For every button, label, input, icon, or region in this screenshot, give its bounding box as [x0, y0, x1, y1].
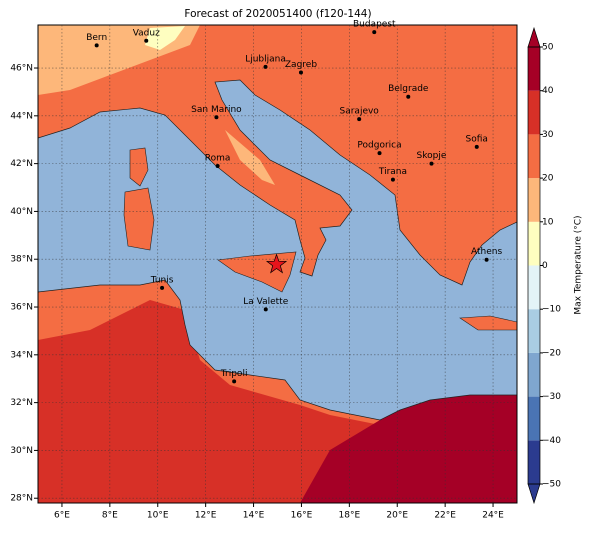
very-hot-region	[300, 380, 517, 503]
x-tick-label: 20°E	[386, 511, 408, 521]
colorbar-tick-label: 50	[542, 43, 554, 53]
colorbar-tick-label: 20	[542, 174, 554, 184]
city-label: Sofia	[466, 134, 488, 144]
sardinia	[123, 187, 155, 251]
colorbar-band	[528, 396, 540, 441]
city-dot	[377, 151, 382, 156]
city-dot	[214, 115, 219, 120]
city-label: Podgorica	[357, 141, 401, 151]
x-tick-label: 18°E	[339, 511, 361, 521]
colorbar-band	[528, 440, 540, 484]
city-dot	[429, 161, 434, 166]
crete	[459, 315, 517, 331]
y-tick-label: 44°N	[10, 111, 33, 121]
colorbar-band	[528, 90, 540, 135]
y-tick-label: 40°N	[10, 207, 33, 217]
city-dot	[390, 177, 395, 182]
colorbar-tick-label: 0	[542, 261, 548, 271]
city-label: Roma	[205, 154, 231, 164]
x-tick-label: 22°E	[434, 511, 456, 521]
x-tick-label: 14°E	[243, 511, 265, 521]
city-label: Tirana	[378, 167, 407, 177]
y-tick-label: 30°N	[10, 446, 33, 456]
city-label: Vaduz	[133, 28, 160, 38]
x-tick-label: 24°E	[482, 511, 504, 521]
y-tick-label: 36°N	[10, 303, 33, 313]
city-label: La Valette	[243, 297, 288, 307]
city-dot	[263, 307, 268, 312]
y-tick-label: 32°N	[10, 398, 33, 408]
x-tick-label: 16°E	[291, 511, 313, 521]
city-label: Ljubljana	[245, 54, 286, 64]
colorbar-tick-label: 40	[542, 86, 554, 96]
city-label: Budapest	[353, 20, 396, 30]
city-dot	[263, 64, 268, 69]
colorbar-tick-label: −20	[542, 348, 561, 358]
colorbar-tick-label: −30	[542, 392, 561, 402]
star-marker	[265, 253, 288, 274]
city-label: Tripoli	[220, 369, 248, 379]
colorbar-extend-top	[527, 26, 541, 48]
city-dot	[298, 70, 303, 75]
city-label: Zagreb	[285, 60, 317, 70]
corsica	[129, 147, 149, 187]
city-label: Sarajevo	[340, 107, 380, 117]
colorbar-band	[528, 265, 540, 310]
y-tick-label: 34°N	[10, 350, 33, 360]
y-tick-label: 42°N	[10, 159, 33, 169]
colorbar-band	[528, 352, 540, 397]
colorbar-band	[528, 221, 540, 266]
colorbar-band	[528, 47, 540, 91]
alpine-region	[145, 26, 185, 50]
x-tick-label: 6°E	[54, 511, 70, 521]
city-dot	[144, 38, 149, 43]
city-label: Skopje	[417, 151, 447, 161]
colorbar-band	[528, 309, 540, 353]
city-dot	[484, 257, 489, 262]
colorbar-tick-label: 10	[542, 217, 554, 227]
y-tick-label: 28°N	[10, 494, 33, 504]
city-label: Athens	[471, 247, 502, 257]
colorbar-band	[528, 178, 540, 222]
colorbar-label: Max Temperature (°C)	[574, 215, 584, 314]
y-tick-label: 46°N	[10, 64, 33, 74]
y-tick-label: 38°N	[10, 255, 33, 265]
city-dot	[94, 43, 99, 48]
x-tick-label: 10°E	[147, 511, 169, 521]
city-dot	[232, 379, 237, 384]
colorbar-tick-label: −40	[542, 436, 561, 446]
city-dot	[357, 117, 362, 122]
city-label: Tunis	[150, 275, 174, 285]
city-dot	[406, 94, 411, 99]
city-dot	[474, 144, 479, 149]
colorbar-tick-label: 30	[542, 130, 554, 140]
colorbar-band	[528, 134, 540, 179]
colorbar-tick-label: −50	[542, 480, 561, 490]
colorbar-extend-bottom	[527, 483, 541, 505]
colorbar-tick-label: −10	[542, 305, 561, 315]
apennine-region	[225, 130, 275, 185]
map-frame	[37, 24, 518, 504]
city-dot	[215, 164, 220, 169]
title: Forecast of 2020051400 (f120-144)	[184, 8, 371, 20]
city-dot	[372, 30, 377, 35]
city-label: Belgrade	[388, 84, 429, 94]
x-tick-label: 8°E	[102, 511, 118, 521]
city-label: Bern	[86, 33, 107, 43]
city-dot	[160, 285, 165, 290]
x-tick-label: 12°E	[195, 511, 217, 521]
city-label: San Marino	[191, 105, 242, 115]
